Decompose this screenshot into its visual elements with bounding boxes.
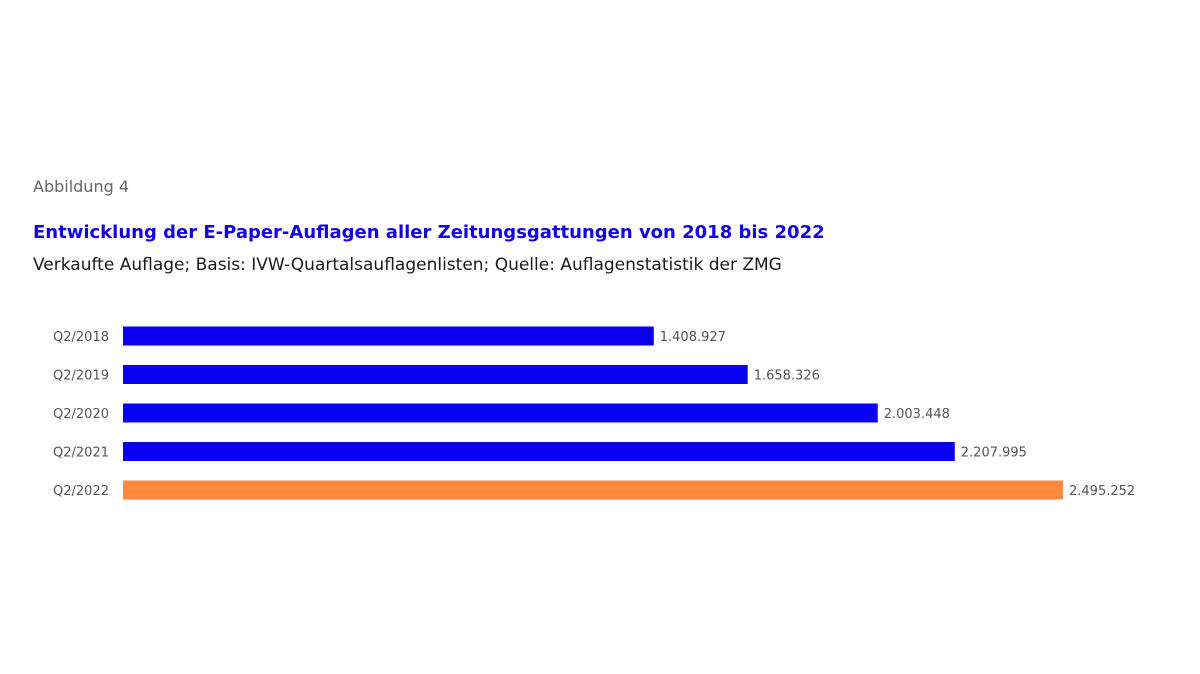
- value-label: 2.003.448: [884, 407, 950, 422]
- value-label: 2.207.995: [961, 446, 1027, 461]
- bar-q2-2020: [123, 403, 878, 423]
- category-label: Q2/2022: [53, 484, 109, 499]
- figure-label: Abbildung 4: [33, 177, 130, 196]
- category-label: Q2/2020: [53, 407, 109, 422]
- bar-q2-2018: [123, 326, 654, 346]
- bar-q2-2021: [123, 442, 955, 461]
- chart-subtitle: Verkaufte Auflage; Basis: IVW-Quartalsau…: [33, 255, 782, 275]
- bar-q2-2019: [123, 365, 748, 384]
- chart-title: Entwicklung der E-Paper-Auflagen aller Z…: [33, 222, 825, 243]
- value-label: 1.408.927: [660, 330, 726, 345]
- bar-q2-2022: [123, 480, 1063, 500]
- value-label: 1.658.326: [754, 369, 820, 384]
- category-label: Q2/2021: [53, 446, 109, 461]
- category-label: Q2/2018: [53, 330, 109, 345]
- category-label: Q2/2019: [53, 369, 109, 384]
- value-label: 2.495.252: [1069, 484, 1135, 499]
